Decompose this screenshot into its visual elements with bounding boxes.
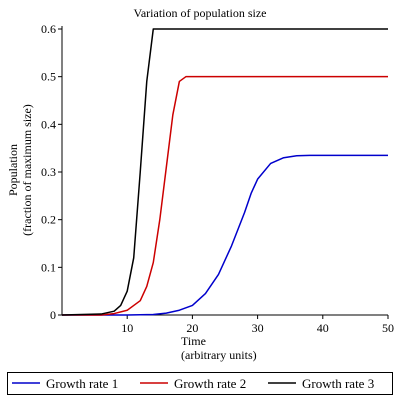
y-tick-label: 0.4: [41, 117, 56, 131]
chart-title: Variation of population size: [134, 6, 267, 20]
legend-label-series-3: Growth rate 3: [302, 376, 374, 391]
series-line-1: [62, 154, 388, 316]
series-line-2: [62, 75, 388, 316]
x-tick-label: 20: [186, 321, 198, 335]
y-ticks: 0 0.1 0.2 0.3 0.4 0.5 0.6: [41, 22, 62, 322]
y-tick-label: 0.2: [41, 213, 56, 227]
legend-label-series-1: Growth rate 1: [46, 376, 118, 391]
series-group: [61, 28, 388, 316]
x-axis-title-line2: (arbitrary units): [181, 348, 257, 362]
x-tick-label: 10: [121, 321, 133, 335]
x-ticks: 10 20 30 40 50: [121, 315, 394, 335]
x-tick-label: 30: [252, 321, 264, 335]
x-tick-label: 40: [317, 321, 329, 335]
y-tick-label: 0.3: [41, 165, 56, 179]
legend-box: [7, 372, 393, 395]
series-line-3: [61, 28, 388, 316]
y-tick-label: 0.5: [41, 70, 56, 84]
x-axis-title-line1: Time: [181, 334, 206, 348]
legend: Growth rate 1 Growth rate 2 Growth rate …: [7, 372, 393, 395]
y-tick-label: 0: [50, 308, 56, 322]
legend-label-series-2: Growth rate 2: [174, 376, 246, 391]
y-axis-title-line1: Population: [6, 144, 20, 196]
x-tick-label: 50: [382, 321, 394, 335]
y-tick-label: 0.1: [41, 260, 56, 274]
y-tick-label: 0.6: [41, 22, 56, 36]
y-axis-title-line2: (fraction of maximum size): [20, 104, 34, 236]
